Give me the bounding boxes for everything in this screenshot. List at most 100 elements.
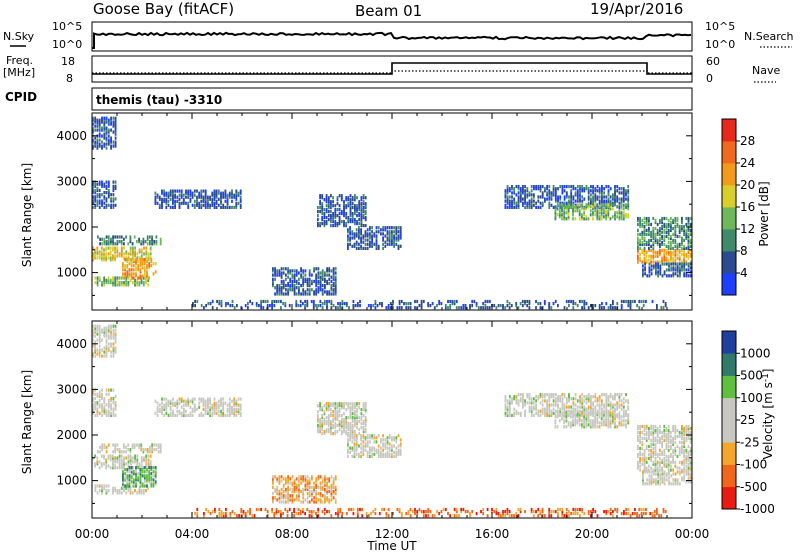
range-cell: [112, 237, 114, 241]
y-tick-label: 3000: [56, 174, 87, 188]
range-cell: [287, 498, 289, 502]
range-cell: [362, 434, 365, 438]
range-cell: [622, 415, 625, 419]
range-cell: [515, 203, 518, 207]
range-cell: [654, 218, 657, 223]
range-cell: [362, 216, 365, 220]
range-cell: [110, 120, 112, 124]
range-cell: [105, 491, 108, 495]
range-cell: [103, 454, 105, 458]
range-cell: [544, 189, 546, 193]
range-cell: [107, 142, 110, 146]
range-cell: [103, 205, 106, 209]
range-cell: [605, 195, 608, 199]
range-cell: [515, 304, 518, 308]
range-cell: [537, 199, 540, 203]
range-cell: [353, 452, 356, 456]
range-cell: [641, 462, 644, 466]
range-cell: [319, 487, 322, 491]
range-cell: [336, 410, 339, 414]
range-cell: [226, 199, 229, 203]
range-cell: [541, 195, 544, 199]
range-cell: [648, 444, 650, 448]
range-cell: [548, 185, 551, 189]
range-cell: [114, 281, 117, 285]
range-cell: [107, 409, 110, 413]
range-cell: [308, 477, 311, 481]
range-cell: [326, 299, 328, 304]
range-cell: [323, 214, 326, 218]
range-cell: [358, 218, 361, 222]
range-cell: [377, 244, 380, 248]
range-cell: [151, 242, 153, 246]
range-cell: [574, 209, 577, 213]
range-cell: [603, 423, 605, 427]
range-cell: [92, 392, 94, 396]
range-cell: [308, 492, 311, 496]
range-cell: [587, 405, 590, 409]
range-cell: [642, 264, 644, 268]
range-cell: [554, 213, 557, 217]
range-cell: [504, 205, 507, 209]
range-cell: [315, 483, 318, 487]
range-cell: [220, 299, 223, 304]
range-cell: [112, 256, 114, 260]
range-cell: [554, 425, 557, 429]
range-cell: [323, 216, 326, 220]
range-cell: [304, 475, 307, 479]
range-cell: [278, 496, 281, 500]
range-cell: [110, 237, 112, 241]
range-cell: [366, 228, 369, 232]
range-cell: [213, 205, 216, 209]
range-cell: [130, 468, 133, 472]
range-cell: [319, 420, 321, 424]
range-cell: [601, 409, 603, 413]
range-cell: [154, 472, 157, 476]
range-cell: [596, 195, 599, 199]
range-cell: [552, 407, 555, 411]
range-cell: [328, 273, 331, 277]
range-cell: [689, 462, 692, 466]
range-cell: [321, 406, 324, 410]
range-cell: [391, 234, 393, 238]
range-cell: [533, 203, 535, 207]
range-cell: [352, 304, 355, 308]
range-cell: [349, 214, 352, 218]
range-cell: [546, 191, 548, 195]
range-cell: [349, 236, 351, 240]
range-cell: [654, 438, 657, 442]
range-cell: [654, 456, 657, 460]
range-cell: [650, 426, 652, 431]
range-cell: [315, 500, 318, 504]
range-cell: [211, 405, 214, 409]
range-cell: [101, 120, 103, 124]
range-cell: [278, 273, 281, 277]
range-cell: [674, 240, 677, 244]
range-cell: [642, 274, 644, 278]
range-cell: [377, 448, 380, 452]
range-cell: [603, 191, 605, 195]
range-cell: [304, 273, 307, 277]
range-cell: [96, 193, 99, 197]
range-cell: [182, 193, 185, 197]
range-cell: [288, 304, 291, 308]
range-cell: [334, 408, 337, 412]
range-cell: [589, 421, 592, 425]
range-cell: [330, 420, 332, 424]
range-cell: [193, 403, 196, 407]
range-cell: [180, 397, 183, 401]
range-cell: [557, 187, 559, 191]
range-cell: [526, 189, 529, 193]
range-cell: [98, 180, 101, 184]
range-cell: [330, 485, 333, 489]
range-cell: [614, 195, 616, 199]
range-cell: [153, 448, 156, 452]
range-cell: [193, 405, 196, 409]
range-cell: [146, 258, 148, 262]
range-cell: [136, 464, 139, 468]
range-cell: [519, 193, 522, 197]
range-cell: [298, 494, 300, 498]
range-cell: [123, 283, 125, 287]
range-cell: [112, 332, 115, 336]
range-cell: [358, 452, 360, 456]
